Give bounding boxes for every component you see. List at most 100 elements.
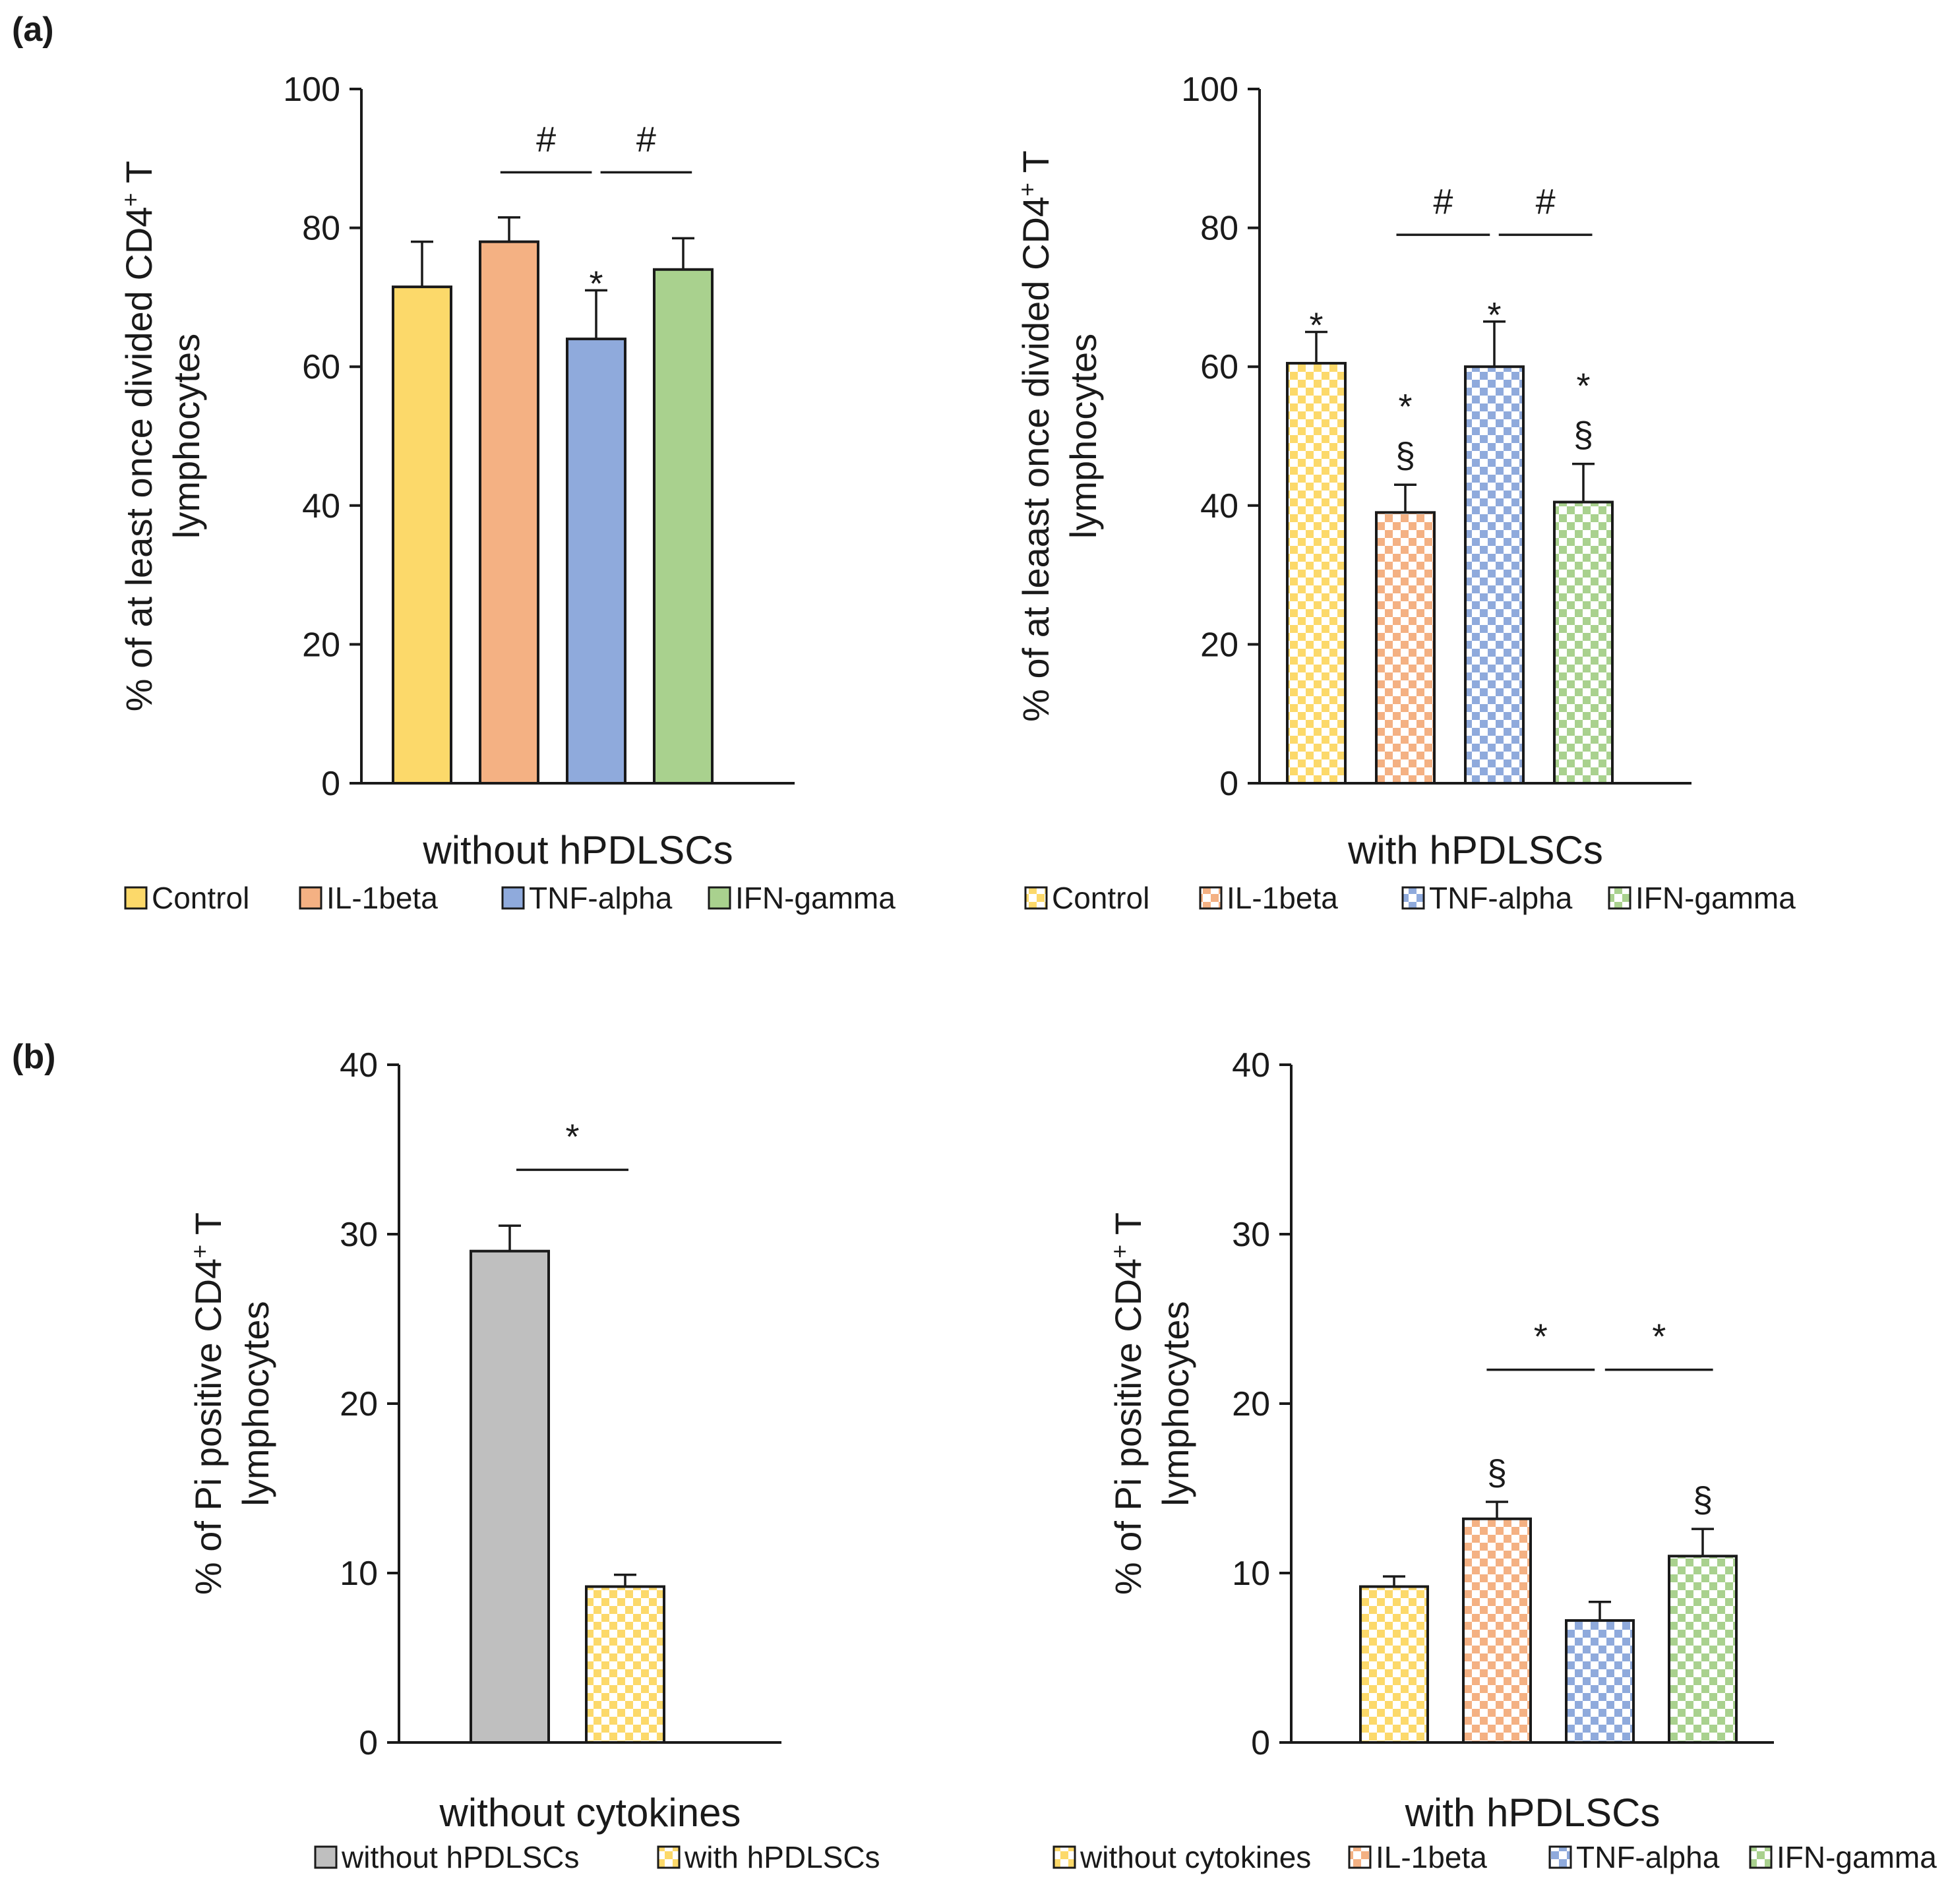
- b_left-bar-with-hpdlscs: [585, 1585, 665, 1744]
- a_right-tick-label: 80: [1200, 210, 1238, 248]
- a_right-legend-label-ifn-gamma: IFN-gamma: [1635, 881, 1796, 915]
- a_left-legend-label-control: Control: [152, 881, 249, 915]
- a_left-x-axis-label: without hPDLSCs: [422, 828, 733, 872]
- a_right-y-axis-label: % of at leaast once divided CD4+ Tlympho…: [1014, 150, 1105, 722]
- b_right-x-axis-label: with hPDLSCs: [1405, 1791, 1661, 1835]
- a_right-legend-label-tnf-alpha: TNF-alpha: [1429, 881, 1573, 915]
- a_left-significance-tnf-alpha: *: [589, 264, 603, 303]
- a_right-significance-il-1beta: §: [1395, 436, 1415, 475]
- a_right-legend-item-il-1beta: IL-1beta: [1199, 881, 1338, 915]
- b_right-y-axis-label: % of Pi positive CD4+ Tlymphocytes: [1106, 1212, 1197, 1595]
- b_right-legend-item-il-1beta: IL-1beta: [1348, 1840, 1487, 1874]
- a_left-bar-tnf-alpha: [566, 338, 626, 785]
- b_right-legend-label-il-1beta: IL-1beta: [1376, 1840, 1487, 1874]
- a_left-tick-label: 20: [302, 626, 340, 664]
- a_right-tick-label: 60: [1200, 348, 1238, 386]
- b_left-legend-item-without-hpdlscs: without hPDLSCs: [314, 1840, 580, 1874]
- chart-b-left: 0 10 20 30 40 % of Pi positive CD4+ Tlymphocy…: [186, 1046, 880, 1874]
- panel-b-label: (b): [12, 1038, 55, 1076]
- b_left-y-axis-label: % of Pi positive CD4+ Tlymphocytes: [186, 1212, 277, 1595]
- a_left-legend-swatch-ifn-gamma: [708, 886, 731, 910]
- a_left-y-axis-label: % of at least once divided CD4+ Tlymphoc…: [117, 161, 208, 712]
- a_right-significance-control: *: [1309, 306, 1323, 345]
- a_right-tick-label: 0: [1219, 765, 1238, 803]
- b_right-tick-label: 20: [1232, 1385, 1270, 1423]
- b_right-bar-ifn-gamma: [1668, 1555, 1738, 1744]
- b_right-legend-item-without-cytokines: without cytokines: [1052, 1840, 1311, 1874]
- a_right-legend-label-il-1beta: IL-1beta: [1227, 881, 1338, 915]
- b_right-significance-ifn-gamma: §: [1693, 1480, 1713, 1520]
- b_right-tick-label: 10: [1232, 1555, 1270, 1593]
- a_right-bar-ifn-gamma: [1553, 500, 1614, 785]
- a_right-significance-ifn-gamma: §: [1573, 415, 1593, 455]
- b_left-tick-label: 20: [340, 1385, 378, 1423]
- b_right-legend-label-without-cytokines: without cytokines: [1080, 1840, 1311, 1874]
- a_left-legend-label-il-1beta: IL-1beta: [326, 881, 438, 915]
- b_right-tick-label: 40: [1232, 1046, 1270, 1085]
- b_left-tick-label: 0: [359, 1724, 378, 1762]
- b_right-legend-item-tnf-alpha: TNF-alpha: [1548, 1840, 1720, 1874]
- a_right-legend-swatch-control: [1024, 886, 1048, 910]
- b_left-legend-label-without-hpdlscs: without hPDLSCs: [341, 1840, 580, 1874]
- a_right-bracket-label-1: #: [1536, 182, 1556, 222]
- a_left-legend-label-ifn-gamma: IFN-gamma: [735, 881, 896, 915]
- b_right-legend-swatch-il-1beta: [1348, 1845, 1372, 1869]
- a_left-bracket-label-0: #: [536, 119, 556, 159]
- a_left-tick-label: 80: [302, 210, 340, 248]
- b_right-bracket-label-1: *: [1652, 1317, 1666, 1357]
- a_right-legend-label-control: Control: [1052, 881, 1149, 915]
- a_right-bracket-label-0: #: [1433, 182, 1453, 222]
- a_left-legend-item-ifn-gamma: IFN-gamma: [708, 881, 896, 915]
- a_right-legend-item-ifn-gamma: IFN-gamma: [1608, 881, 1796, 915]
- b_left-x-axis-label: without cytokines: [439, 1791, 741, 1835]
- a_left-legend-swatch-il-1beta: [299, 886, 322, 910]
- a_right-bar-control: [1286, 361, 1347, 785]
- b_right-bar-without-cytokines: [1359, 1585, 1429, 1744]
- b_left-tick-label: 10: [340, 1555, 378, 1593]
- a_right-bar-tnf-alpha: [1464, 365, 1525, 785]
- b_left-tick-label: 30: [340, 1216, 378, 1254]
- chart-b-right: 0 10 20 30 40 % of Pi positive CD4+ Tlymphocy…: [1052, 1046, 1937, 1874]
- a_right-legend-swatch-ifn-gamma: [1608, 886, 1631, 910]
- b_left-legend-swatch-with-hpdlscs: [657, 1845, 681, 1869]
- a_left-legend-item-il-1beta: IL-1beta: [299, 881, 438, 915]
- b_left-legend-label-with-hpdlscs: with hPDLSCs: [684, 1840, 880, 1874]
- a_left-tick-label: 60: [302, 348, 340, 386]
- b_left-bar-without-hpdlscs: [470, 1249, 550, 1744]
- a_right-legend-swatch-tnf-alpha: [1401, 886, 1425, 910]
- a_left-tick-label: 40: [302, 487, 340, 525]
- a_left-tick-label: 0: [321, 765, 340, 803]
- b_right-legend-swatch-ifn-gamma: [1749, 1845, 1773, 1869]
- a_right-significance-ifn-gamma: *: [1576, 367, 1590, 406]
- chart-a-left: 0 20 40 60 80 100 % of at least once divided C…: [117, 71, 896, 915]
- a_left-legend-label-tnf-alpha: TNF-alpha: [529, 881, 673, 915]
- a_left-bar-il-1beta: [479, 240, 539, 785]
- b_right-bar-il-1beta: [1462, 1517, 1532, 1744]
- b_right-legend-swatch-tnf-alpha: [1548, 1845, 1572, 1869]
- a_right-significance-tnf-alpha: *: [1487, 295, 1501, 335]
- b_right-tick-label: 30: [1232, 1216, 1270, 1254]
- b_left-legend-swatch-without-hpdlscs: [314, 1845, 338, 1869]
- a_right-legend-swatch-il-1beta: [1199, 886, 1223, 910]
- b_left-bracket-label-0: *: [565, 1117, 579, 1156]
- a_left-bar-ifn-gamma: [653, 268, 714, 785]
- b_right-significance-il-1beta: §: [1487, 1453, 1507, 1493]
- b_right-tick-label: 0: [1251, 1724, 1270, 1762]
- a_right-significance-il-1beta: *: [1398, 387, 1412, 427]
- a_left-bar-control: [392, 285, 452, 785]
- a_right-x-axis-label: with hPDLSCs: [1347, 828, 1603, 872]
- a_left-bracket-label-1: #: [636, 119, 656, 159]
- a_left-tick-label: 100: [283, 71, 340, 109]
- b_right-bar-tnf-alpha: [1565, 1619, 1635, 1744]
- b_left-tick-label: 40: [340, 1046, 378, 1085]
- a_left-legend-item-tnf-alpha: TNF-alpha: [501, 881, 673, 915]
- a_right-tick-label: 100: [1181, 71, 1238, 109]
- a_right-legend-item-tnf-alpha: TNF-alpha: [1401, 881, 1573, 915]
- a_right-legend-item-control: Control: [1024, 881, 1149, 915]
- b_right-legend-item-ifn-gamma: IFN-gamma: [1749, 1840, 1937, 1874]
- b_right-legend-swatch-without-cytokines: [1052, 1845, 1076, 1869]
- chart-a-right: 0 20 40 60 80 100 % of at leaast once divided …: [1014, 71, 1796, 915]
- a_left-legend-item-control: Control: [124, 881, 249, 915]
- panel-a-label: (a): [12, 11, 54, 49]
